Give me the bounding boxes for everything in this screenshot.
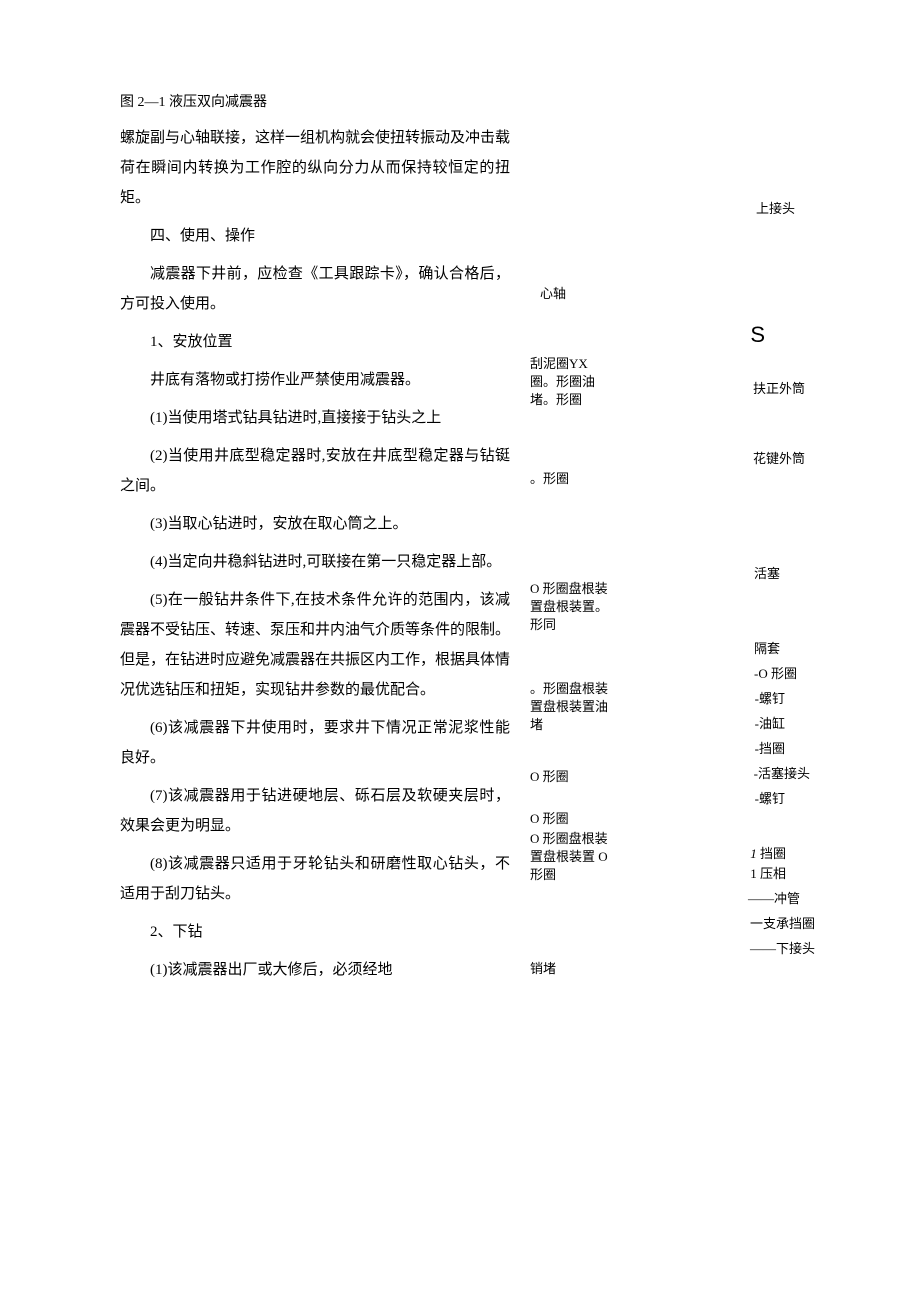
sub-1-item-1: (1)当使用塔式钻具钻进时,直接接于钻头之上 — [120, 403, 510, 433]
label-oxing-pangen-3: O 形圈盘根装置盘根装置 O 形圈 — [530, 830, 610, 885]
sub-1-warning: 井底有落物或打捞作业严禁使用减震器。 — [120, 365, 510, 395]
sub-1-item-2: (2)当使用井底型稳定器时,安放在井底型稳定器与钻铤之间。 — [120, 441, 510, 501]
label-s: S — [750, 320, 765, 351]
label-xingquan: 。形圈 — [530, 470, 569, 488]
label-huajianwaitong: 花键外筒 — [753, 450, 805, 468]
label-zhichengdangquan: 一支承挡圈 — [750, 915, 815, 933]
label-xinzhou: 心轴 — [540, 285, 566, 303]
label-shangjietou: 上接头 — [756, 200, 795, 218]
label-guaniquan: 刮泥圈YX 圈。形圈油堵。形圈 — [530, 355, 600, 410]
main-text-column: 图 2—1 液压双向减震器 螺旋副与心轴联接，这样一组机构就会使扭转振动及冲击载… — [120, 90, 510, 993]
label-luoding-1: -螺钉 — [755, 690, 785, 708]
sub-1-item-8: (8)该减震器只适用于牙轮钻头和研磨性取心钻头，不适用于刮刀钻头。 — [120, 849, 510, 909]
section-4-intro: 减震器下井前，应检查《工具跟踪卡》，确认合格后，方可投入使用。 — [120, 259, 510, 319]
figure-caption: 图 2—1 液压双向减震器 — [120, 90, 510, 115]
diagram-labels: 心轴 刮泥圈YX 圈。形圈油堵。形圈 。形圈 O 形圈盘根装置盘根装置。形同 。… — [530, 90, 800, 993]
sub-1-item-6: (6)该减震器下井使用时，要求井下情况正常泥浆性能良好。 — [120, 713, 510, 773]
label-yaxiang: 1 压相 — [750, 865, 786, 883]
label-oxingquan-r: -O 形圈 — [754, 665, 797, 683]
label-dangquan-1: -挡圈 — [755, 740, 785, 758]
label-yougang: -油缸 — [755, 715, 785, 733]
label-oxingquan-1: O 形圈 — [530, 768, 569, 786]
sub-2-title: 2、下钻 — [120, 917, 510, 947]
label-dangquan-2: 1 挡圈 — [750, 845, 786, 863]
label-fuzhengwaitong: 扶正外筒 — [753, 380, 805, 398]
sub-1-item-7: (7)该减震器用于钻进硬地层、砾石层及软硬夹层时，效果会更为明显。 — [120, 781, 510, 841]
label-chongguan: ——冲管 — [748, 890, 800, 908]
label-huosaijietou: -活塞接头 — [754, 765, 810, 783]
label-oxing-pangen-2: O 形圈 — [530, 810, 569, 828]
label-huosai: 活塞 — [754, 565, 780, 583]
label-xiaodu: 销堵 — [530, 960, 556, 978]
label-xingquan-pangen: 。形圈盘根装置盘根装置油堵 — [530, 680, 610, 735]
section-4-title: 四、使用、操作 — [120, 221, 510, 251]
sub-1-title: 1、安放位置 — [120, 327, 510, 357]
sub-2-item-1: (1)该减震器出厂或大修后，必须经地 — [120, 955, 510, 985]
sub-1-item-5: (5)在一般钻井条件下,在技术条件允许的范围内，该减震器不受钻压、转速、泵压和井… — [120, 585, 510, 705]
label-xiajietou: ——下接头 — [750, 940, 815, 958]
sub-1-item-3: (3)当取心钻进时，安放在取心筒之上。 — [120, 509, 510, 539]
label-luoding-2: -螺钉 — [755, 790, 785, 808]
label-oxing-pangen-1: O 形圈盘根装置盘根装置。形同 — [530, 580, 610, 635]
intro-paragraph: 螺旋副与心轴联接，这样一组机构就会使扭转振动及冲击载荷在瞬间内转换为工作腔的纵向… — [120, 123, 510, 213]
label-getao: 隔套 — [754, 640, 780, 658]
sub-1-item-4: (4)当定向井稳斜钻进时,可联接在第一只稳定器上部。 — [120, 547, 510, 577]
